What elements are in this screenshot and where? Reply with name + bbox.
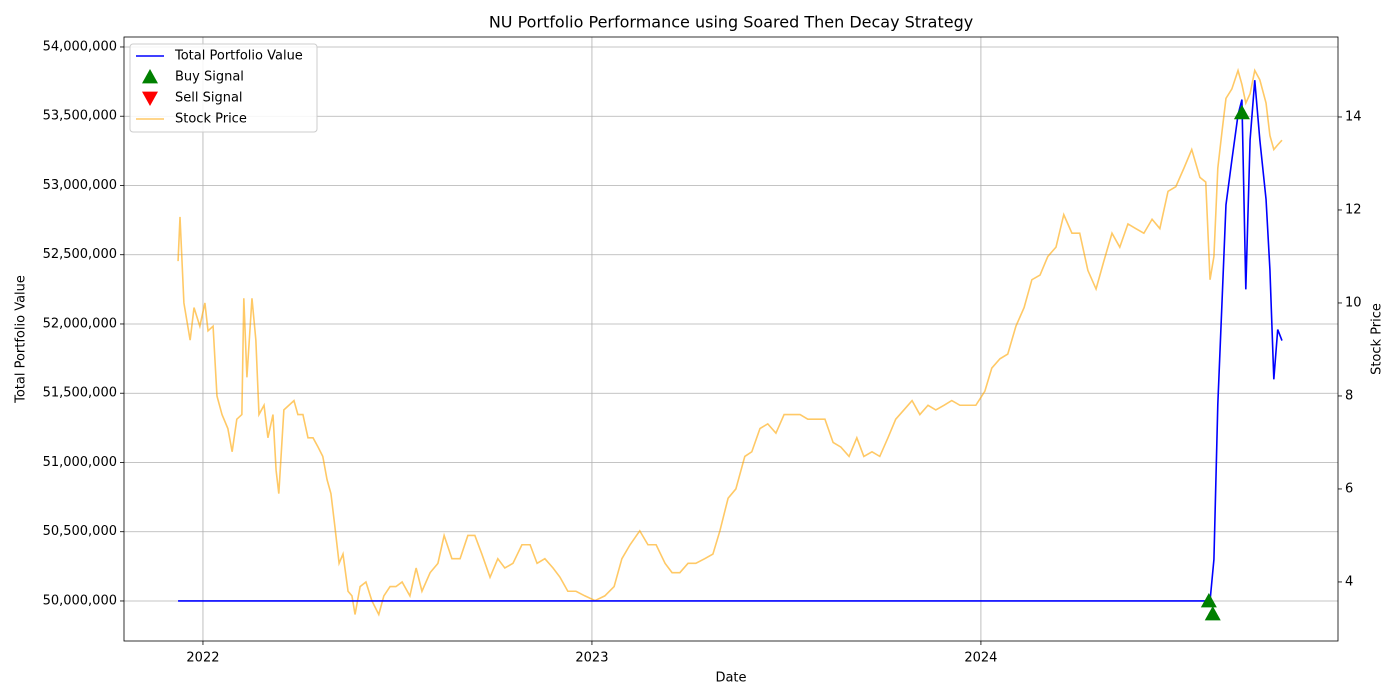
legend-box: [129, 43, 318, 133]
legend-label: Total Portfolio Value: [174, 49, 303, 64]
series-line: [177, 67, 1283, 617]
y2-axis-label: Stock Price: [1370, 303, 1385, 375]
signal-marker: [1233, 104, 1250, 120]
y-tick-label: 53,000,000: [43, 178, 117, 193]
y2-tick-label: 14: [1345, 109, 1362, 124]
y-tick-label: 50,500,000: [43, 524, 117, 539]
y-tick-label: 52,000,000: [43, 316, 117, 331]
x-axis-label: Date: [715, 671, 746, 686]
y-tick-label: 53,500,000: [43, 109, 117, 124]
legend-label: Stock Price: [175, 112, 247, 127]
y-tick-label: 54,000,000: [43, 39, 117, 54]
y-tick-label: 50,000,000: [43, 593, 117, 608]
chart-title: NU Portfolio Performance using Soared Th…: [489, 13, 973, 32]
plot-area: [177, 67, 1283, 621]
x-tick-label: 2023: [575, 651, 608, 666]
axes: 2022 2023 2024 50,000,000 50,500,000 51,000,0…: [43, 39, 1362, 665]
axes-frame: [123, 36, 1339, 642]
x-tick-label: 2024: [964, 651, 997, 666]
y2-tick-label: 10: [1345, 295, 1362, 310]
y-tick-label: 51,500,000: [43, 386, 117, 401]
legend-label: Buy Signal: [175, 70, 244, 85]
signal-marker: [1204, 605, 1221, 621]
y2-tick-label: 8: [1345, 388, 1353, 403]
legend: Total Portfolio Value Buy Signal Sell Sign…: [129, 43, 318, 133]
y2-tick-label: 4: [1345, 574, 1353, 589]
x-tick-label: 2022: [186, 651, 219, 666]
signal-marker: [1200, 592, 1217, 608]
y2-tick-label: 6: [1345, 481, 1353, 496]
grid: [124, 37, 1338, 641]
y-tick-label: 52,500,000: [43, 247, 117, 262]
legend-swatch: [142, 69, 158, 84]
y2-tick-label: 12: [1345, 202, 1362, 217]
legend-label: Sell Signal: [175, 91, 243, 106]
series-line: [178, 80, 1283, 602]
y-tick-label: 51,000,000: [43, 455, 117, 470]
y-axis-label: Total Portfolio Value: [14, 275, 29, 404]
legend-swatch: [142, 91, 158, 106]
